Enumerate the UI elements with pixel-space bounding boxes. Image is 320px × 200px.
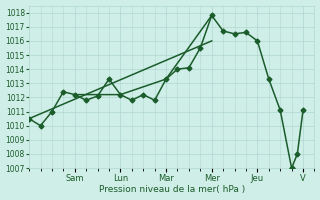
- X-axis label: Pression niveau de la mer( hPa ): Pression niveau de la mer( hPa ): [99, 185, 245, 194]
